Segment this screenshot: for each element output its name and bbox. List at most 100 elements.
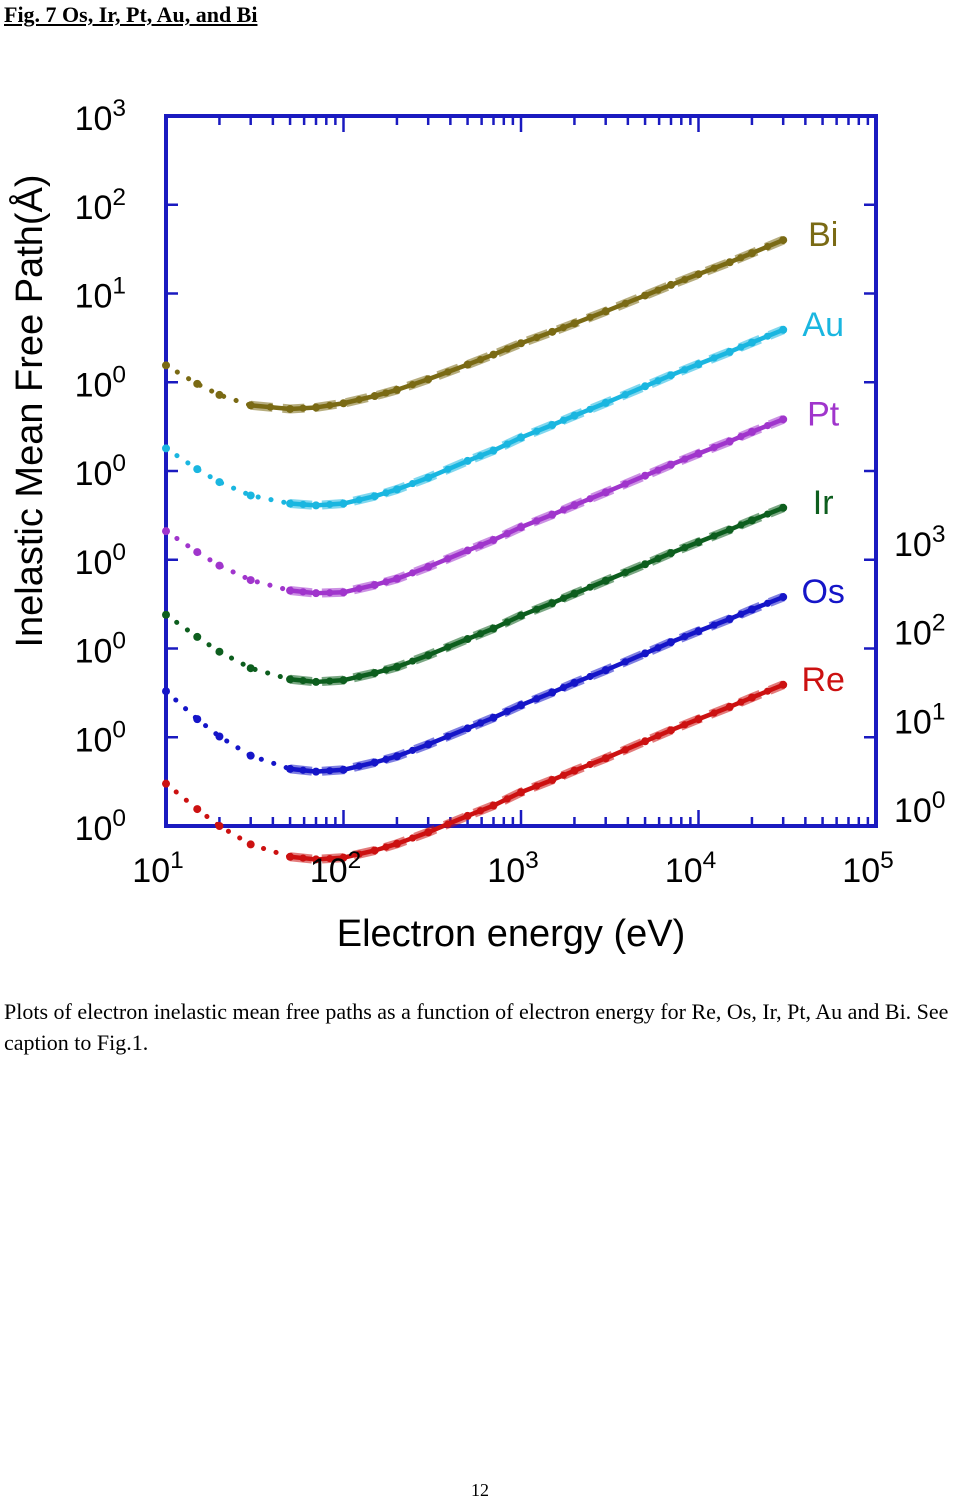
data-point	[246, 840, 255, 849]
data-point	[601, 576, 610, 585]
data-point	[763, 599, 772, 607]
data-point	[586, 760, 594, 769]
data-point	[533, 605, 541, 613]
data-point	[476, 719, 485, 727]
data-point	[326, 854, 334, 863]
x-tick-label: 104	[665, 847, 716, 890]
data-point	[517, 339, 525, 348]
data-point	[570, 319, 579, 328]
data-point	[463, 811, 472, 820]
y-tick-label-right: 100	[894, 787, 945, 830]
data-point	[667, 726, 676, 735]
data-point	[382, 755, 390, 763]
data-point	[725, 437, 734, 446]
data-point	[641, 382, 650, 391]
data-point	[586, 672, 594, 681]
data-point	[312, 677, 321, 686]
data-point	[570, 589, 579, 598]
data-point	[559, 416, 567, 424]
data-point	[654, 644, 662, 652]
data-point	[382, 489, 390, 497]
x-tick-label: 102	[310, 847, 361, 890]
y-tick-label-right: 101	[894, 698, 945, 741]
data-point	[559, 771, 567, 779]
series-line-dashed	[289, 592, 785, 777]
data-point	[299, 766, 307, 774]
data-point	[503, 345, 511, 353]
data-point	[503, 618, 511, 626]
data-point	[424, 651, 433, 660]
data-point	[408, 834, 417, 842]
data-point	[533, 517, 541, 525]
series-line-dotted	[163, 781, 293, 860]
data-point	[382, 843, 390, 851]
x-tick-label: 101	[132, 847, 183, 890]
data-point	[444, 820, 452, 828]
data-point	[392, 385, 401, 394]
data-point	[339, 853, 348, 862]
data-point	[370, 492, 379, 501]
data-point	[355, 585, 363, 593]
data-point	[654, 377, 662, 385]
data-point	[215, 647, 224, 656]
data-point	[392, 574, 401, 583]
data-point	[710, 709, 718, 717]
data-point	[586, 313, 594, 321]
data-point	[779, 236, 788, 245]
data-point	[747, 516, 756, 525]
data-point	[463, 634, 472, 643]
data-point	[517, 523, 525, 532]
data-point	[408, 569, 417, 577]
data-point	[326, 767, 334, 775]
data-point	[725, 702, 734, 711]
data-point	[725, 258, 734, 267]
data-point	[326, 401, 334, 409]
series-label: Os	[801, 573, 844, 611]
data-point	[621, 658, 629, 666]
data-point	[710, 264, 718, 272]
data-point	[586, 405, 594, 413]
data-point	[299, 588, 307, 596]
data-point	[355, 496, 363, 504]
data-point	[681, 455, 689, 463]
data-point	[312, 589, 321, 598]
data-point	[710, 443, 718, 452]
data-point	[694, 270, 703, 279]
series-label: Re	[801, 661, 844, 699]
data-point	[215, 478, 224, 487]
data-point	[654, 466, 662, 474]
data-point	[246, 576, 255, 585]
data-point	[517, 611, 525, 620]
data-point	[667, 638, 676, 647]
data-point	[382, 666, 390, 674]
data-point	[246, 664, 255, 673]
data-point	[312, 855, 321, 864]
data-point	[424, 473, 433, 482]
data-point	[326, 500, 334, 509]
data-point	[747, 249, 756, 258]
data-point	[339, 399, 348, 408]
data-point	[476, 807, 485, 815]
data-point	[424, 740, 433, 749]
series-line-dashed	[289, 680, 785, 864]
data-point	[763, 687, 772, 695]
imfp-chart: 101 102 103 104 1051001001001001001001011021…	[7, 95, 945, 955]
data-point	[355, 762, 363, 770]
data-point	[641, 649, 650, 658]
data-point	[463, 724, 472, 733]
data-point	[559, 684, 567, 692]
data-point	[641, 737, 650, 746]
data-point	[548, 599, 557, 608]
data-point	[621, 568, 629, 577]
page-number: 12	[471, 1480, 489, 1500]
figure-caption: Plots of electron inelastic mean free pa…	[4, 999, 949, 1055]
data-point	[694, 360, 703, 369]
data-point	[370, 846, 379, 855]
data-point	[382, 389, 390, 397]
data-point	[641, 471, 650, 480]
data-point	[779, 325, 788, 334]
data-point	[667, 549, 676, 558]
series-label: Au	[802, 306, 844, 344]
data-point	[489, 350, 498, 359]
data-point	[286, 586, 295, 595]
